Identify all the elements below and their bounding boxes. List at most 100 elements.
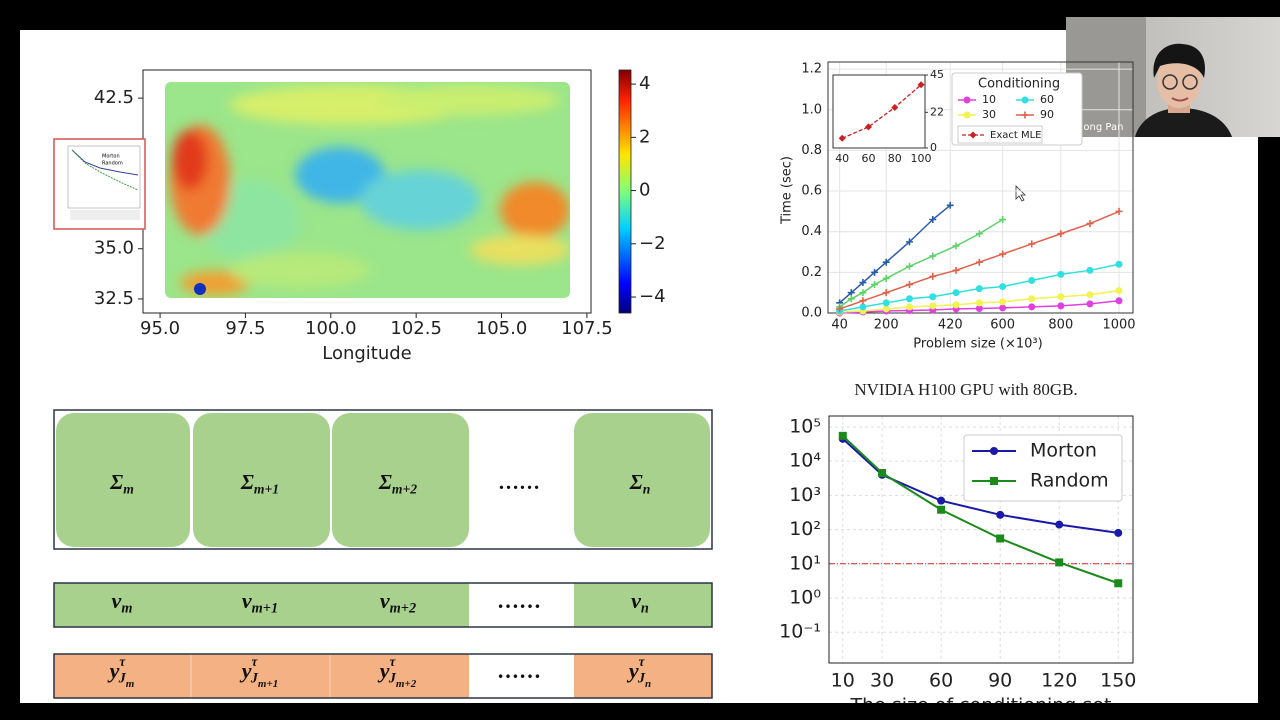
- y-tick-label: 10²: [789, 518, 821, 540]
- math-base: Σ: [109, 470, 123, 494]
- math-base: v: [380, 588, 390, 613]
- legend-marker: [963, 111, 971, 119]
- math-subsub: m+1: [258, 678, 278, 690]
- y-tick-label: 10⁻¹: [779, 621, 821, 643]
- colorbar-tick-label: 4: [639, 73, 650, 94]
- point: [882, 274, 890, 282]
- point: [929, 272, 937, 280]
- math-base: v: [112, 588, 122, 613]
- y-tick-label: 10⁴: [789, 450, 821, 472]
- math-sub: J: [388, 671, 397, 687]
- thumbnail-legend: Morton: [102, 154, 120, 160]
- inset-y-tick-label: 45: [930, 68, 944, 81]
- point: [999, 216, 1007, 224]
- point: [996, 510, 1005, 519]
- point: [929, 293, 937, 301]
- point: [836, 305, 844, 313]
- math-sub: m: [121, 601, 132, 617]
- point: [917, 81, 925, 89]
- legend-marker: [1021, 111, 1029, 119]
- math-sup: τ: [119, 654, 126, 669]
- point: [838, 431, 847, 440]
- point: [905, 303, 913, 311]
- point: [882, 299, 890, 307]
- point: [1028, 303, 1036, 311]
- math-base: y: [626, 658, 639, 683]
- legend-box: [957, 125, 1043, 144]
- inset-y-tick-label: 22: [930, 105, 944, 118]
- plot-frame: [828, 415, 1134, 664]
- math-base: y: [377, 658, 390, 683]
- point: [937, 505, 946, 514]
- point: [1114, 579, 1123, 588]
- y-axis-label: Time (sec): [780, 156, 795, 225]
- legend-label: Morton: [1030, 440, 1097, 462]
- math-sup: τ: [252, 654, 259, 669]
- x-tick-label: 120: [1041, 670, 1077, 692]
- colorbar: [618, 69, 632, 314]
- y-tick-label: 42.5: [94, 87, 134, 108]
- point: [975, 230, 983, 238]
- math-label: Σm: [109, 470, 134, 497]
- math-base: Σ: [629, 470, 643, 494]
- inset-x-tick-label: 60: [861, 152, 875, 165]
- legend-marker: [990, 447, 998, 455]
- point: [999, 283, 1007, 291]
- math-label: ……: [498, 470, 540, 494]
- webcam: Qilong Pan: [1066, 17, 1280, 137]
- math-label: yτ Jm+1: [239, 654, 279, 689]
- series-line: [839, 263, 1120, 312]
- point: [1028, 295, 1036, 303]
- point: [1028, 276, 1036, 284]
- point: [975, 258, 983, 266]
- point: [999, 304, 1007, 312]
- point: [952, 301, 960, 309]
- caption: NVIDIA H100 GPU with 80GB.: [854, 380, 1077, 399]
- y-tick-label: 0.0: [801, 306, 822, 321]
- point: [937, 496, 946, 505]
- point: [905, 262, 913, 270]
- point: [905, 295, 913, 303]
- legend-marker: [1021, 96, 1029, 104]
- point: [952, 242, 960, 250]
- legend-marker: [969, 131, 977, 139]
- math-label: vm: [112, 588, 133, 617]
- math-base: v: [242, 588, 252, 613]
- x-tick-label: 100.0: [305, 318, 357, 339]
- y-tick-label: 1.2: [801, 62, 822, 77]
- y-tick-label: 0.4: [801, 224, 822, 239]
- point: [999, 250, 1007, 258]
- point: [905, 238, 913, 246]
- heat-field: [165, 82, 570, 298]
- math-sub: m+1: [254, 481, 279, 496]
- math-label: yτ Jn: [626, 654, 651, 689]
- point: [1115, 260, 1123, 268]
- x-tick-label: 95.0: [140, 318, 180, 339]
- math-sup: τ: [390, 654, 397, 669]
- point: [975, 285, 983, 293]
- x-tick-label: 200: [874, 318, 899, 333]
- legend-label: 60: [1040, 93, 1054, 106]
- math-sub: J: [118, 671, 127, 687]
- point: [1115, 207, 1123, 215]
- point: [871, 268, 879, 276]
- point: [952, 266, 960, 274]
- point: [1057, 302, 1065, 310]
- point: [1115, 297, 1123, 305]
- y-tick-label: 10¹: [789, 552, 821, 574]
- point: [1028, 240, 1036, 248]
- math-base: Σ: [378, 470, 392, 494]
- math-label: Σm+2: [378, 470, 417, 497]
- point: [847, 289, 855, 297]
- math-base: y: [239, 658, 252, 683]
- inset-x-tick-label: 80: [888, 152, 902, 165]
- x-tick-label: 90: [988, 670, 1012, 692]
- math-sub: m+2: [390, 601, 416, 617]
- point: [882, 258, 890, 266]
- x-tick-label: 107.5: [561, 318, 613, 339]
- x-tick-label: 40: [831, 318, 848, 333]
- point: [1086, 300, 1094, 308]
- x-axis-label: Longitude: [322, 343, 412, 364]
- inset-y-tick-label: 0: [930, 141, 937, 154]
- point: [1055, 520, 1064, 529]
